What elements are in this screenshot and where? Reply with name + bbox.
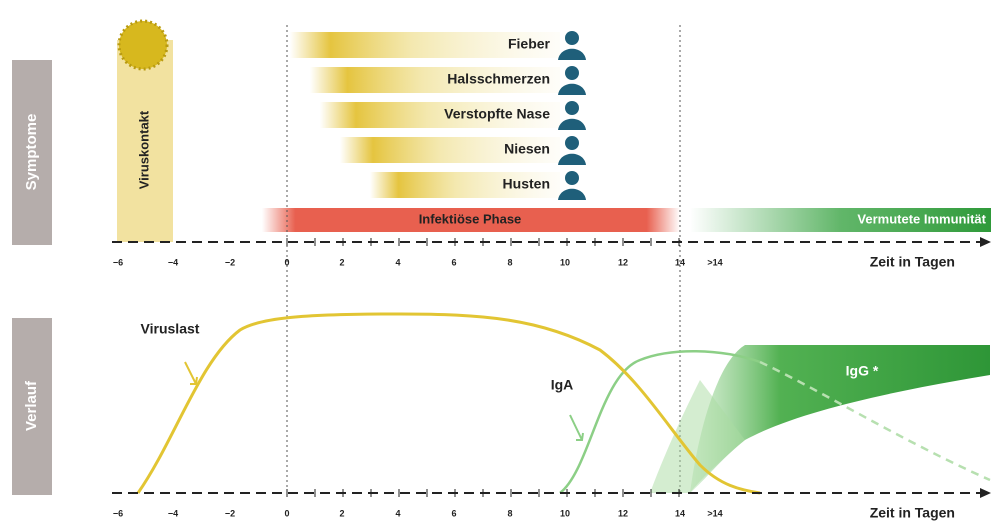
person-icon xyxy=(565,66,579,80)
contact-label: Viruskontakt xyxy=(136,110,151,189)
symptom-label: Verstopfte Nase xyxy=(444,106,550,122)
tick-label: −6 xyxy=(113,257,123,267)
tick-label: >14 xyxy=(707,508,722,518)
tick-label: 6 xyxy=(451,257,456,267)
tick-label: 12 xyxy=(618,257,628,267)
symptom-label: Fieber xyxy=(508,36,551,52)
tick-label: 0 xyxy=(284,257,289,267)
person-icon xyxy=(558,154,586,165)
page: Symptome Verlauf Viruskontakt Infektiöse… xyxy=(0,0,991,526)
symptom-label: Halsschmerzen xyxy=(447,71,550,87)
tick-label: 10 xyxy=(560,257,570,267)
tick-label: 6 xyxy=(451,508,456,518)
person-icon xyxy=(558,189,586,200)
side-label: Symptome xyxy=(23,114,40,191)
person-icon xyxy=(558,49,586,60)
axis-title: Zeit in Tagen xyxy=(870,505,955,521)
arrow xyxy=(185,362,197,384)
person-icon xyxy=(565,171,579,185)
tick-label: 2 xyxy=(339,508,344,518)
person-icon xyxy=(558,119,586,130)
symptom-label: Husten xyxy=(503,176,550,192)
igg-area xyxy=(690,345,990,493)
infectious-label: Infektiöse Phase xyxy=(419,211,522,226)
person-icon xyxy=(565,101,579,115)
curve-label: IgG * xyxy=(846,363,879,379)
diagram: Symptome Verlauf Viruskontakt Infektiöse… xyxy=(0,0,991,526)
tick-label: 4 xyxy=(395,257,400,267)
tick-label: 2 xyxy=(339,257,344,267)
curve-label: IgA xyxy=(551,377,574,393)
person-icon xyxy=(558,84,586,95)
person-icon xyxy=(565,136,579,150)
tick-label: 0 xyxy=(284,508,289,518)
axis-title: Zeit in Tagen xyxy=(870,254,955,270)
person-icon xyxy=(565,31,579,45)
side-label: Verlauf xyxy=(23,380,40,431)
curve-label: Viruslast xyxy=(141,321,200,337)
axis-arrow xyxy=(980,237,991,247)
axis-arrow xyxy=(980,488,991,498)
symptom-label: Niesen xyxy=(504,141,550,157)
tick-label: >14 xyxy=(707,257,722,267)
tick-label: −6 xyxy=(113,508,123,518)
tick-label: 8 xyxy=(507,508,512,518)
virus-icon xyxy=(119,21,167,69)
tick-label: 12 xyxy=(618,508,628,518)
tick-label: 14 xyxy=(675,508,685,518)
tick-label: −4 xyxy=(168,257,178,267)
tick-label: 14 xyxy=(675,257,685,267)
tick-label: −2 xyxy=(225,257,235,267)
immunity-label: Vermutete Immunität xyxy=(857,211,986,226)
tick-label: −4 xyxy=(168,508,178,518)
tick-label: −2 xyxy=(225,508,235,518)
arrow xyxy=(570,415,583,440)
tick-label: 10 xyxy=(560,508,570,518)
tick-label: 4 xyxy=(395,508,400,518)
tick-label: 8 xyxy=(507,257,512,267)
